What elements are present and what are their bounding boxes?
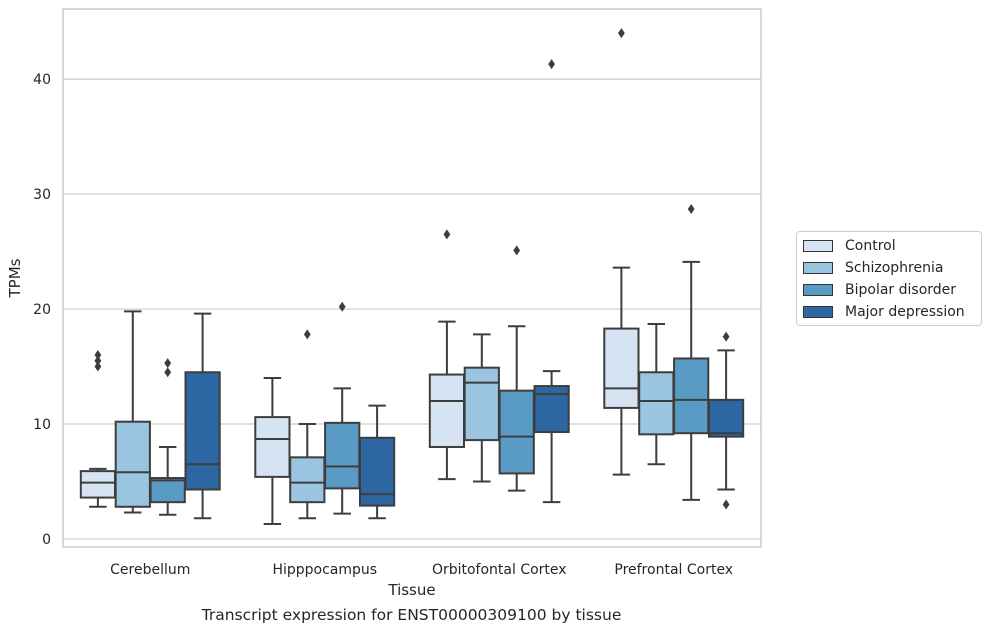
legend-swatch-bipolar-disorder bbox=[803, 284, 833, 296]
x-axis-ticks: Cerebellum Hipppocampus Orbitofontal Corte… bbox=[110, 562, 733, 578]
legend-swatch-control bbox=[803, 240, 833, 252]
y-axis-label: TPMs bbox=[6, 258, 24, 298]
box-orbitofontal-cortex-control bbox=[428, 229, 466, 481]
outlier-point bbox=[443, 229, 451, 240]
chart-caption: Transcript expression for ENST0000030910… bbox=[201, 606, 622, 624]
box-cerebellum-major-depression bbox=[184, 312, 221, 520]
legend: Control Schizophrenia Bipolar disorder M… bbox=[796, 231, 982, 326]
legend-swatch-major-depression bbox=[803, 306, 833, 318]
box-iqr bbox=[149, 477, 186, 504]
box-iqr bbox=[428, 373, 466, 448]
outlier-point bbox=[164, 358, 172, 369]
box-iqr bbox=[79, 470, 117, 499]
box-iqr bbox=[324, 421, 361, 490]
box-prefrontal-cortex-schizophrenia bbox=[638, 322, 675, 466]
outlier-point bbox=[722, 331, 730, 342]
legend-item-schizophrenia: Schizophrenia bbox=[803, 258, 943, 278]
x-tick-label-hipppocampus: Hipppocampus bbox=[272, 562, 377, 578]
box-series bbox=[79, 28, 745, 526]
x-tick-label-orbitofontal-cortex: Orbitofontal Cortex bbox=[432, 562, 567, 578]
outlier-point bbox=[303, 329, 311, 340]
outlier-point bbox=[687, 204, 695, 215]
legend-item-bipolar-disorder: Bipolar disorder bbox=[803, 280, 956, 300]
box-iqr bbox=[673, 357, 710, 435]
y-tick-label-10: 10 bbox=[33, 417, 51, 433]
box-iqr bbox=[184, 371, 221, 491]
legend-item-control: Control bbox=[803, 236, 896, 256]
outlier-point bbox=[338, 301, 346, 312]
legend-label-schizophrenia: Schizophrenia bbox=[845, 260, 944, 276]
y-tick-label-30: 30 bbox=[33, 187, 51, 203]
box-iqr bbox=[707, 398, 745, 438]
legend-swatch-schizophrenia bbox=[803, 262, 833, 274]
y-tick-label-0: 0 bbox=[42, 532, 51, 548]
box-iqr bbox=[358, 436, 396, 507]
box-iqr bbox=[638, 371, 675, 436]
box-orbitofontal-cortex-bipolar-disorder bbox=[498, 245, 535, 492]
box-hipppocampus-control bbox=[254, 377, 291, 526]
x-tick-label-cerebellum: Cerebellum bbox=[110, 562, 190, 578]
box-prefrontal-cortex-bipolar-disorder bbox=[673, 204, 710, 501]
outlier-point bbox=[548, 59, 555, 70]
outlier-point bbox=[618, 28, 625, 39]
box-iqr bbox=[533, 385, 570, 434]
legend-label-control: Control bbox=[845, 238, 896, 254]
y-axis-ticks: 0 10 20 30 40 bbox=[33, 72, 51, 548]
gridlines bbox=[63, 78, 761, 540]
outlier-point bbox=[513, 245, 521, 256]
x-axis-label: Tissue bbox=[387, 581, 435, 599]
box-prefrontal-cortex-major-depression bbox=[707, 331, 745, 510]
outlier-point bbox=[94, 361, 102, 372]
legend-label-major-depression: Major depression bbox=[845, 304, 965, 320]
outlier-point bbox=[164, 367, 172, 378]
x-tick-label-prefrontal-cortex: Prefrontal Cortex bbox=[614, 562, 733, 578]
box-hipppocampus-schizophrenia bbox=[289, 329, 326, 520]
box-hipppocampus-major-depression bbox=[358, 404, 396, 520]
legend-item-major-depression: Major depression bbox=[803, 302, 965, 322]
legend-label-bipolar-disorder: Bipolar disorder bbox=[845, 282, 957, 298]
box-iqr bbox=[289, 456, 326, 504]
y-tick-label-20: 20 bbox=[33, 302, 51, 318]
plot-frame bbox=[62, 8, 762, 548]
box-cerebellum-bipolar-disorder bbox=[149, 358, 186, 516]
plot-area bbox=[63, 9, 761, 547]
box-iqr bbox=[603, 327, 640, 409]
box-iqr bbox=[463, 366, 500, 442]
outlier-point bbox=[94, 350, 102, 361]
box-hipppocampus-bipolar-disorder bbox=[324, 301, 361, 515]
box-cerebellum-control bbox=[79, 350, 117, 508]
box-prefrontal-cortex-control bbox=[603, 28, 640, 476]
box-iqr bbox=[114, 420, 151, 508]
box-cerebellum-schizophrenia bbox=[114, 310, 151, 514]
box-iqr bbox=[254, 416, 291, 478]
box-iqr bbox=[498, 389, 535, 475]
outlier-point bbox=[722, 499, 730, 510]
box-orbitofontal-cortex-major-depression bbox=[533, 59, 570, 504]
y-tick-label-40: 40 bbox=[33, 72, 51, 88]
outlier-point bbox=[94, 355, 102, 366]
